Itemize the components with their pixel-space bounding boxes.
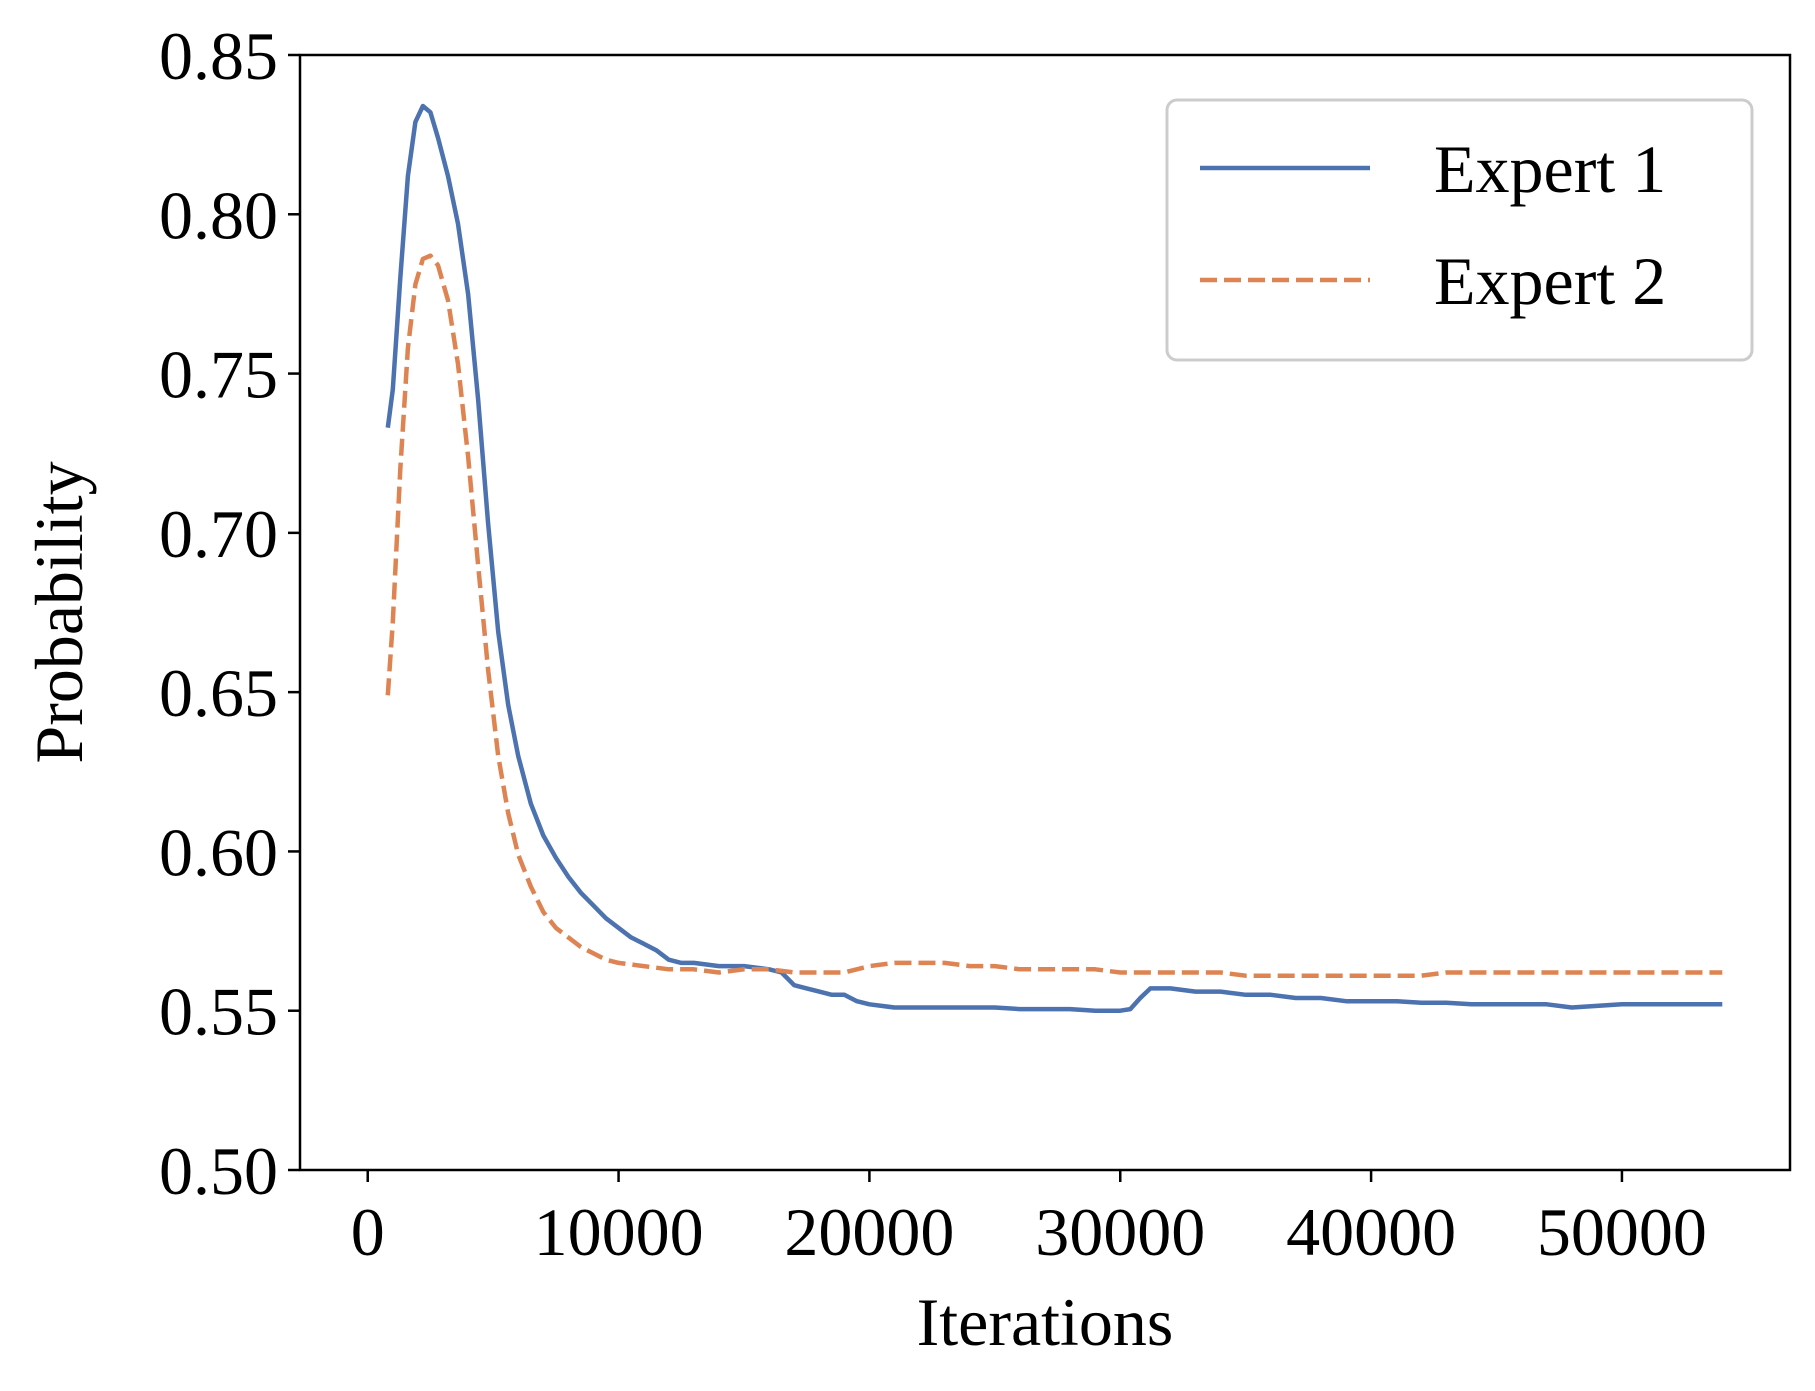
y-tick-label: 0.50 — [159, 1133, 278, 1209]
y-axis-title: Probability — [21, 461, 97, 763]
y-tick-label: 0.80 — [159, 177, 278, 253]
series-line-expert-2 — [385, 253, 1723, 978]
x-tick-label: 30000 — [1035, 1194, 1205, 1270]
y-axis: 0.50 0.55 0.60 0.65 0.70 0.75 0.80 0.85 — [159, 18, 300, 1209]
x-tick-label: 20000 — [784, 1194, 954, 1270]
y-tick-label: 0.55 — [159, 974, 278, 1050]
legend-box — [1165, 98, 1754, 362]
plot-frame — [298, 53, 1792, 1172]
plot-area — [298, 53, 1792, 1172]
legend: Expert 1 Expert 2 — [1165, 98, 1754, 362]
y-tick-label: 0.70 — [159, 496, 278, 572]
y-tick-label: 0.75 — [159, 337, 278, 413]
legend-label-expert-1: Expert 1 — [1434, 131, 1666, 207]
x-tick-label: 0 — [351, 1194, 385, 1270]
series-line-expert-1 — [385, 103, 1723, 1013]
legend-label-expert-2: Expert 2 — [1434, 243, 1666, 319]
y-tick-label: 0.60 — [159, 814, 278, 890]
x-tick-label: 10000 — [534, 1194, 704, 1270]
y-tick-label: 0.85 — [159, 18, 278, 94]
x-tick-label: 40000 — [1286, 1194, 1456, 1270]
x-tick-label: 50000 — [1537, 1194, 1707, 1270]
x-axis: 0 10000 20000 30000 40000 50000 — [351, 1170, 1707, 1270]
y-tick-label: 0.65 — [159, 655, 278, 731]
x-axis-title: Iterations — [917, 1284, 1174, 1360]
